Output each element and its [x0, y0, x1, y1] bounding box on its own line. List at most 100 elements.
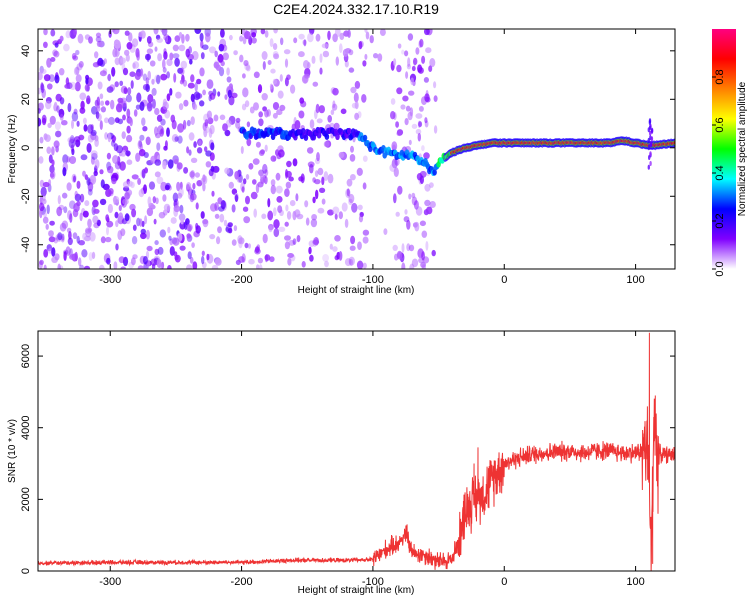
spectrogram-cell — [162, 160, 167, 170]
spectrogram-cell — [202, 219, 209, 225]
spectrogram-cell — [649, 142, 652, 148]
spectrogram-cell — [57, 263, 61, 269]
spectrogram-cell — [105, 214, 110, 222]
spectrogram-cell — [178, 213, 186, 222]
spectrogram-cell — [163, 145, 168, 151]
spectrogram-cell — [194, 172, 200, 178]
spectrogram-cell — [82, 170, 86, 177]
spectrogram-cell — [255, 141, 261, 148]
spectrogram-cell — [124, 30, 130, 36]
spectrogram-cell — [155, 34, 161, 40]
spectrogram-cell — [208, 94, 212, 102]
spectrogram-cell — [311, 214, 317, 221]
spectrogram-cell — [115, 243, 119, 251]
spectrogram-cell — [186, 146, 190, 154]
spectrogram-cell — [123, 87, 128, 95]
spectrogram-cell — [66, 182, 72, 191]
spectrogram-cell — [178, 31, 183, 39]
spectrogram-cell — [205, 161, 212, 168]
spectrogram-cell — [312, 239, 320, 245]
spectrogram-cell — [100, 100, 105, 106]
spectrogram-cell — [106, 86, 114, 93]
spectrogram-cell — [87, 124, 94, 134]
spectrogram-cell — [173, 73, 177, 83]
spectrogram-x-ticks: -300 -200 -100 0 100 — [99, 29, 645, 286]
spectrogram-cell — [219, 38, 227, 49]
spectrogram-cell — [129, 71, 136, 77]
spectrogram-cell — [311, 55, 316, 64]
spectrogram-cell — [190, 116, 195, 125]
spectrogram-cell — [154, 74, 161, 83]
spectrogram-cell — [417, 64, 423, 73]
spectrogram-cell — [264, 144, 268, 152]
spectrogram-cell — [358, 214, 364, 223]
spectrogram-cell — [299, 97, 305, 104]
spectrogram-cell — [71, 111, 79, 122]
spectrogram-cell — [46, 204, 50, 215]
spectrogram-cell — [87, 218, 92, 228]
spectrogram-cell — [79, 212, 83, 222]
spectrogram-cell — [408, 193, 412, 200]
spectrogram-cell — [160, 118, 166, 126]
spectrogram-cell — [303, 39, 307, 47]
spectrogram-cell — [191, 50, 199, 61]
spectrogram-cell — [200, 52, 205, 60]
spectrogram-cell — [82, 117, 87, 125]
spectrogram-cell — [354, 80, 361, 89]
spectrogram-cell — [85, 78, 89, 85]
spectrogram-cell — [83, 265, 91, 269]
spectrogram-cell — [145, 136, 151, 146]
spectrogram-cell — [261, 51, 268, 60]
spectrogram-cell — [331, 103, 338, 111]
spectrogram-cell — [125, 150, 131, 157]
spectrogram-cell — [169, 88, 173, 96]
spectrogram-cell — [180, 67, 185, 76]
spectrogram-cell — [327, 173, 334, 184]
spectrogram-cell — [126, 159, 133, 165]
spectrogram-cell — [76, 235, 80, 244]
spectrogram-cell — [166, 93, 171, 102]
spectrogram-cell — [347, 127, 352, 135]
spectrogram-cell — [322, 50, 330, 58]
spectrogram-cell — [649, 130, 652, 136]
spectrogram-cell — [264, 30, 269, 38]
spectrogram-cell — [340, 108, 347, 115]
spectrogram-cell — [54, 74, 60, 84]
spectrogram-cell — [219, 213, 225, 223]
spectrogram-cell — [216, 236, 221, 245]
spectrogram-cell — [57, 232, 63, 241]
spectrogram-cell — [260, 29, 266, 35]
spectrogram-cell — [404, 50, 409, 57]
spectrogram-cell — [649, 125, 652, 131]
spectrogram-cell — [160, 73, 168, 81]
spectrogram-cell — [351, 202, 358, 213]
spectrogram-cell — [39, 136, 44, 144]
spectrogram-cell — [182, 119, 187, 130]
spectrogram-cell — [258, 111, 264, 118]
spectrogram-cell — [208, 90, 214, 96]
y-tick-label: 4000 — [20, 415, 32, 439]
spectrogram-cell — [146, 245, 153, 252]
spectrogram-cell — [431, 249, 436, 257]
spectrogram-cell — [179, 245, 186, 251]
spectrogram-frame — [37, 28, 676, 270]
spectrogram-cell — [96, 40, 102, 48]
spectrogram-cell — [99, 264, 105, 269]
spectrogram-cell — [294, 120, 301, 130]
spectrogram-cell — [410, 77, 415, 86]
spectrogram-cell — [433, 125, 438, 134]
spectrogram-cell — [348, 67, 355, 73]
spectrogram-cell — [38, 117, 42, 127]
spectrogram-cell — [272, 102, 280, 110]
spectrogram-cell — [112, 196, 120, 204]
spectrogram-cell — [406, 63, 411, 70]
snr-x-ticks: -300 -200 -100 0 100 — [99, 331, 645, 588]
snr-frame — [37, 330, 676, 572]
spectrogram-cell — [190, 193, 197, 201]
spectrogram-cell — [277, 90, 284, 99]
x-tick-label: 100 — [626, 274, 644, 286]
spectrogram-cell — [649, 161, 652, 166]
spectrogram-cell — [421, 55, 426, 64]
spectrogram-cell — [261, 93, 268, 101]
spectrogram-cell — [202, 174, 206, 183]
